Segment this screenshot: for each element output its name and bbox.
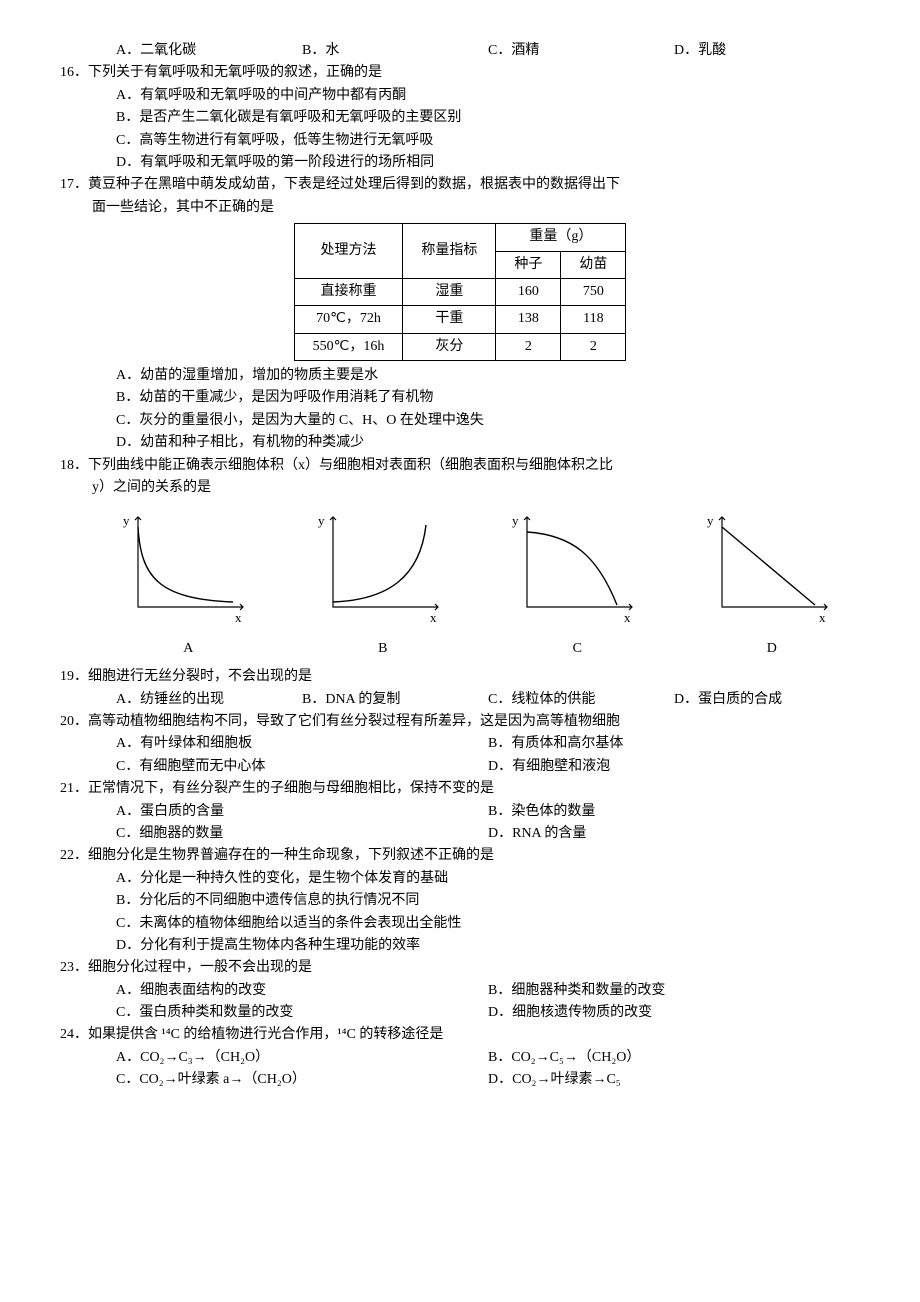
- curve-a: [138, 527, 233, 602]
- axis-y-label: y: [512, 513, 519, 528]
- q23-opt-d: D．细胞核遗传物质的改变: [488, 1002, 860, 1024]
- q18-stem-line1: 18．下列曲线中能正确表示细胞体积（x）与细胞相对表面积（细胞表面积与细胞体积之…: [60, 455, 860, 477]
- arrowheads: [524, 517, 632, 610]
- q15-options: A．二氧化碳 B．水 C．酒精 D．乳酸: [116, 40, 860, 62]
- q24-opt-a: A．CO₂→C₃→（CH₂O）: [116, 1047, 488, 1069]
- axis-y-label: y: [318, 513, 325, 528]
- chart-a-svg: y x: [113, 507, 263, 627]
- axis-y-label: y: [707, 513, 714, 528]
- arrowheads: [330, 517, 438, 610]
- axis-x-label: x: [430, 610, 437, 625]
- q20-opts-row1: A．有叶绿体和细胞板 B．有质体和高尔基体: [116, 733, 860, 755]
- q20-opt-c: C．有细胞壁而无中心体: [116, 756, 488, 778]
- q21-opt-c: C．细胞器的数量: [116, 823, 488, 845]
- chart-d: y x: [697, 507, 847, 635]
- q23-opts-row2: C．蛋白质种类和数量的改变 D．细胞核遗传物质的改变: [116, 1002, 860, 1024]
- q24-opts-row1: A．CO₂→C₃→（CH₂O） B．CO₂→C₅→（CH₂O）: [116, 1047, 860, 1069]
- q23-opt-a: A．细胞表面结构的改变: [116, 980, 488, 1002]
- q19-opt-d: D．蛋白质的合成: [674, 689, 860, 711]
- q17-opt-a: A．幼苗的湿重增加，增加的物质主要是水: [116, 365, 860, 387]
- q17-table: 处理方法 称量指标 重量（g） 种子 幼苗 直接称重 湿重 160 750 70…: [294, 223, 627, 361]
- q15-opt-c: C．酒精: [488, 40, 674, 62]
- q21-opt-a: A．蛋白质的含量: [116, 801, 488, 823]
- q21-stem: 21．正常情况下，有丝分裂产生的子细胞与母细胞相比，保持不变的是: [60, 778, 860, 800]
- q19-options: A．纺锤丝的出现 B．DNA 的复制 C．线粒体的供能 D．蛋白质的合成: [116, 689, 860, 711]
- q17-opt-c: C．灰分的重量很小，是因为大量的 C、H、O 在处理中逸失: [116, 410, 860, 432]
- q24-opts-row2: C．CO₂→叶绿素 a→（CH₂O） D．CO₂→叶绿素→C₅: [116, 1069, 860, 1091]
- q20-opt-b: B．有质体和高尔基体: [488, 733, 860, 755]
- th-seedling: 幼苗: [561, 251, 626, 278]
- q22-opt-b: B．分化后的不同细胞中遗传信息的执行情况不同: [116, 890, 860, 912]
- q17-opt-b: B．幼苗的干重减少，是因为呼吸作用消耗了有机物: [116, 387, 860, 409]
- q18-stem-line2: y）之间的关系的是: [92, 477, 860, 499]
- q17-stem-line2: 面一些结论，其中不正确的是: [92, 197, 860, 219]
- q21-opt-b: B．染色体的数量: [488, 801, 860, 823]
- q21-opts-row2: C．细胞器的数量 D．RNA 的含量: [116, 823, 860, 845]
- q19-opt-c: C．线粒体的供能: [488, 689, 674, 711]
- chart-b: y x: [308, 507, 458, 635]
- q23-stem: 23．细胞分化过程中，一般不会出现的是: [60, 957, 860, 979]
- q22-stem: 22．细胞分化是生物界普遍存在的一种生命现象，下列叙述不正确的是: [60, 845, 860, 867]
- q24-opt-b: B．CO₂→C₅→（CH₂O）: [488, 1047, 860, 1069]
- q16-opt-b: B．是否产生二氧化碳是有氧呼吸和无氧呼吸的主要区别: [116, 107, 860, 129]
- axes: [527, 517, 632, 607]
- q22-opt-c: C．未离体的植物体细胞给以适当的条件会表现出全能性: [116, 913, 860, 935]
- axis-x-label: x: [624, 610, 631, 625]
- axes: [138, 517, 243, 607]
- q15-opt-b: B．水: [302, 40, 488, 62]
- chart-label-c: C: [489, 638, 666, 660]
- q15-opt-d: D．乳酸: [674, 40, 860, 62]
- q23-opts-row1: A．细胞表面结构的改变 B．细胞器种类和数量的改变: [116, 980, 860, 1002]
- axis-y-label: y: [123, 513, 130, 528]
- q19-opt-a: A．纺锤丝的出现: [116, 689, 302, 711]
- q17-opt-d: D．幼苗和种子相比，有机物的种类减少: [116, 432, 860, 454]
- chart-d-svg: y x: [697, 507, 847, 627]
- curve-d: [722, 527, 815, 605]
- chart-label-d: D: [684, 638, 861, 660]
- chart-c: y x: [502, 507, 652, 635]
- chart-c-svg: y x: [502, 507, 652, 627]
- q21-opts-row1: A．蛋白质的含量 B．染色体的数量: [116, 801, 860, 823]
- q20-stem: 20．高等动植物细胞结构不同，导致了它们有丝分裂过程有所差异，这是因为高等植物细…: [60, 711, 860, 733]
- q24-stem: 24．如果提供含 ¹⁴C 的给植物进行光合作用，¹⁴C 的转移途径是: [60, 1024, 860, 1046]
- q18-chart-labels: A B C D: [100, 638, 860, 660]
- chart-label-b: B: [295, 638, 472, 660]
- table-row: 550℃，16h 灰分 2 2: [294, 333, 626, 360]
- axis-x-label: x: [235, 610, 242, 625]
- chart-label-a: A: [100, 638, 277, 660]
- q23-opt-c: C．蛋白质种类和数量的改变: [116, 1002, 488, 1024]
- q18-charts: y x y x y x y x: [100, 507, 860, 635]
- th-weight: 重量（g）: [496, 224, 626, 251]
- table-row: 直接称重 湿重 160 750: [294, 278, 626, 305]
- q16-stem: 16．下列关于有氧呼吸和无氧呼吸的叙述，正确的是: [60, 62, 860, 84]
- q20-opts-row2: C．有细胞壁而无中心体 D．有细胞壁和液泡: [116, 756, 860, 778]
- q16-opt-c: C．高等生物进行有氧呼吸，低等生物进行无氧呼吸: [116, 130, 860, 152]
- q19-opt-b: B．DNA 的复制: [302, 689, 488, 711]
- q15-opt-a: A．二氧化碳: [116, 40, 302, 62]
- th-index: 称量指标: [403, 224, 496, 279]
- arrowheads: [719, 517, 827, 610]
- chart-b-svg: y x: [308, 507, 458, 627]
- q22-opt-a: A．分化是一种持久性的变化，是生物个体发育的基础: [116, 868, 860, 890]
- chart-a: y x: [113, 507, 263, 635]
- q17-stem-line1: 17．黄豆种子在黑暗中萌发成幼苗，下表是经过处理后得到的数据，根据表中的数据得出…: [60, 174, 860, 196]
- q22-opt-d: D．分化有利于提高生物体内各种生理功能的效率: [116, 935, 860, 957]
- q21-opt-d: D．RNA 的含量: [488, 823, 860, 845]
- q16-opt-d: D．有氧呼吸和无氧呼吸的第一阶段进行的场所相同: [116, 152, 860, 174]
- axes: [722, 517, 827, 607]
- table-row: 70℃，72h 干重 138 118: [294, 306, 626, 333]
- q24-opt-d: D．CO₂→叶绿素→C₅: [488, 1069, 860, 1091]
- axis-x-label: x: [819, 610, 826, 625]
- th-seed: 种子: [496, 251, 561, 278]
- q20-opt-a: A．有叶绿体和细胞板: [116, 733, 488, 755]
- q23-opt-b: B．细胞器种类和数量的改变: [488, 980, 860, 1002]
- q24-opt-c: C．CO₂→叶绿素 a→（CH₂O）: [116, 1069, 488, 1091]
- q20-opt-d: D．有细胞壁和液泡: [488, 756, 860, 778]
- axes: [333, 517, 438, 607]
- curve-c: [527, 532, 617, 605]
- curve-b: [333, 525, 426, 602]
- th-method: 处理方法: [294, 224, 403, 279]
- q16-opt-a: A．有氧呼吸和无氧呼吸的中间产物中都有丙酮: [116, 85, 860, 107]
- q19-stem: 19．细胞进行无丝分裂时，不会出现的是: [60, 666, 860, 688]
